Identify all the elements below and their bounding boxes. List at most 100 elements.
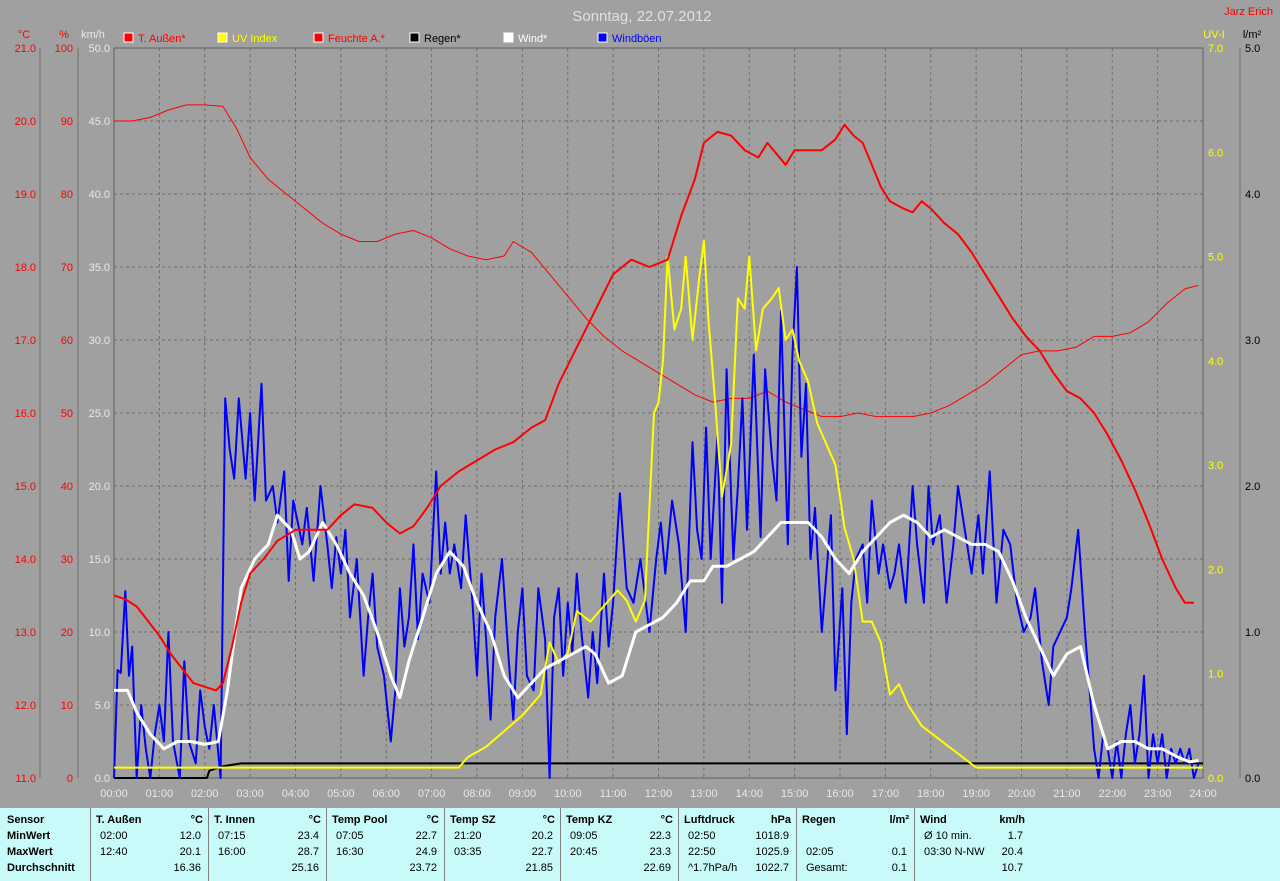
uv-tick-label: 0.0 <box>1208 773 1223 785</box>
uv-tick-label: 4.0 <box>1208 356 1223 368</box>
stats-time: 02:00 <box>100 830 128 842</box>
wind-tick-label: 0.0 <box>95 773 110 785</box>
stats-column-unit: km/h <box>999 814 1025 826</box>
time-tick-label: 01:00 <box>146 788 174 800</box>
time-tick-label: 00:00 <box>100 788 128 800</box>
temp-unit-label: °C <box>18 29 30 41</box>
wind-tick-label: 5.0 <box>95 700 110 712</box>
stats-value: 0.1 <box>891 846 907 858</box>
stats-column: Wind km/h Ø 10 min. 1.7 03:30 N-NW 20.4 10.7 <box>914 808 1031 881</box>
stats-column: T. Innen °C 07:15 23.4 16:00 28.7 25.16 <box>208 808 327 881</box>
stats-column-title: Temp Pool <box>332 814 388 826</box>
time-tick-label: 02:00 <box>191 788 219 800</box>
wind-tick-label: 35.0 <box>89 262 110 274</box>
temp-tick-label: 14.0 <box>15 554 36 566</box>
time-tick-label: 06:00 <box>372 788 400 800</box>
wind-tick-label: 40.0 <box>89 189 110 201</box>
time-tick-label: 13:00 <box>690 788 718 800</box>
rain-tick-label: 1.0 <box>1245 627 1260 639</box>
rain-tick-label: 0.0 <box>1245 773 1260 785</box>
temp-tick-label: 12.0 <box>15 700 36 712</box>
time-tick-label: 09:00 <box>509 788 537 800</box>
axes: 21.0 20.0 19.0 18.0 17.0 16.0 15.0 14.0 13.0 12.0… <box>15 29 1262 800</box>
time-tick-label: 14:00 <box>735 788 763 800</box>
stats-time: 16:00 <box>218 846 246 858</box>
temp-tick-label: 20.0 <box>15 116 36 128</box>
stats-value: 23.72 <box>409 862 437 874</box>
time-tick-label: 21:00 <box>1053 788 1081 800</box>
stats-value: 22.7 <box>415 830 437 842</box>
stats-column-title: Temp SZ <box>450 814 496 826</box>
uv-index-line <box>114 239 1203 769</box>
time-tick-label: 15:00 <box>781 788 809 800</box>
stats-value: 23.4 <box>297 830 319 842</box>
legend-swatch <box>123 32 134 43</box>
temp-tick-label: 15.0 <box>15 481 36 493</box>
wind-tick-label: 10.0 <box>89 627 110 639</box>
temp-tick-label: 19.0 <box>15 189 36 201</box>
stats-value: 1025.9 <box>755 846 789 858</box>
humidity-tick-label: 90 <box>61 116 73 128</box>
stats-value: 20.4 <box>1001 846 1023 858</box>
humidity-tick-label: 100 <box>55 43 73 55</box>
uv-unit-label: UV-I <box>1203 29 1224 41</box>
plot-frame <box>113 47 1204 779</box>
temp-tick-label: 17.0 <box>15 335 36 347</box>
stats-value: 25.16 <box>291 862 319 874</box>
time-tick-label: 12:00 <box>645 788 673 800</box>
humidity-tick-label: 0 <box>67 773 73 785</box>
temp-tick-label: 11.0 <box>15 773 36 785</box>
legend-swatch <box>409 32 420 43</box>
wind-tick-label: 20.0 <box>89 481 110 493</box>
wind-tick-label: 30.0 <box>89 335 110 347</box>
humidity-tick-label: 70 <box>61 262 73 274</box>
rain-tick-label: 5.0 <box>1245 43 1260 55</box>
stats-column-unit: °C <box>308 814 321 826</box>
stats-time: 03:30 N-NW <box>924 846 985 858</box>
stats-column: Sensor MinWert MaxWert Durchschnitt <box>0 808 90 881</box>
stats-value: 20.2 <box>531 830 553 842</box>
time-tick-label: 18:00 <box>917 788 945 800</box>
stats-value: 24.9 <box>415 846 437 858</box>
stats-value: 1022.7 <box>755 862 789 874</box>
humidity-tick-label: 20 <box>61 627 73 639</box>
wind-line <box>114 513 1199 764</box>
stats-time: 21:20 <box>454 830 482 842</box>
stats-time: 16:30 <box>336 846 364 858</box>
stats-column-title: Wind <box>920 814 947 826</box>
legend-swatch <box>217 32 228 43</box>
stats-value: 1.7 <box>1007 830 1023 842</box>
uv-tick-label: 6.0 <box>1208 147 1223 159</box>
legend-item: T. Außen* <box>123 32 186 45</box>
legend-label: Regen* <box>424 33 461 45</box>
legend-label: Feuchte A.* <box>328 33 386 45</box>
stats-value: 20.1 <box>179 846 201 858</box>
stats-time: ^1.7hPa/h <box>688 862 738 874</box>
legend-item: Wind* <box>503 32 548 45</box>
time-tick-label: 08:00 <box>463 788 491 800</box>
stats-time: Gesamt: <box>806 862 848 874</box>
uv-tick-label: 7.0 <box>1208 43 1223 55</box>
time-tick-label: 23:00 <box>1144 788 1172 800</box>
stats-column-unit: °C <box>542 814 555 826</box>
stats-time: 02:05 <box>806 846 834 858</box>
time-tick-label: 20:00 <box>1008 788 1036 800</box>
wind-tick-label: 15.0 <box>89 554 110 566</box>
legend-label: UV Index <box>232 33 278 45</box>
stats-value: 22.7 <box>531 846 553 858</box>
stats-row-label: MinWert <box>7 830 51 842</box>
stats-column-unit: °C <box>426 814 439 826</box>
stats-time: 22:50 <box>688 846 716 858</box>
time-tick-label: 07:00 <box>418 788 446 800</box>
temp-tick-label: 16.0 <box>15 408 36 420</box>
stats-value: 28.7 <box>297 846 319 858</box>
wind-tick-label: 50.0 <box>89 43 110 55</box>
stats-column: Regen l/m² 02:05 0.1 Gesamt: 0.1 <box>796 808 915 881</box>
uv-tick-label: 5.0 <box>1208 252 1223 264</box>
time-tick-label: 19:00 <box>962 788 990 800</box>
time-tick-label: 11:00 <box>600 788 627 800</box>
stats-value: 23.3 <box>649 846 671 858</box>
weather-chart: 21.0 20.0 19.0 18.0 17.0 16.0 15.0 14.0 13.0 12.0… <box>15 6 1273 800</box>
uv-tick-label: 2.0 <box>1208 564 1223 576</box>
rain-tick-label: 4.0 <box>1245 189 1260 201</box>
